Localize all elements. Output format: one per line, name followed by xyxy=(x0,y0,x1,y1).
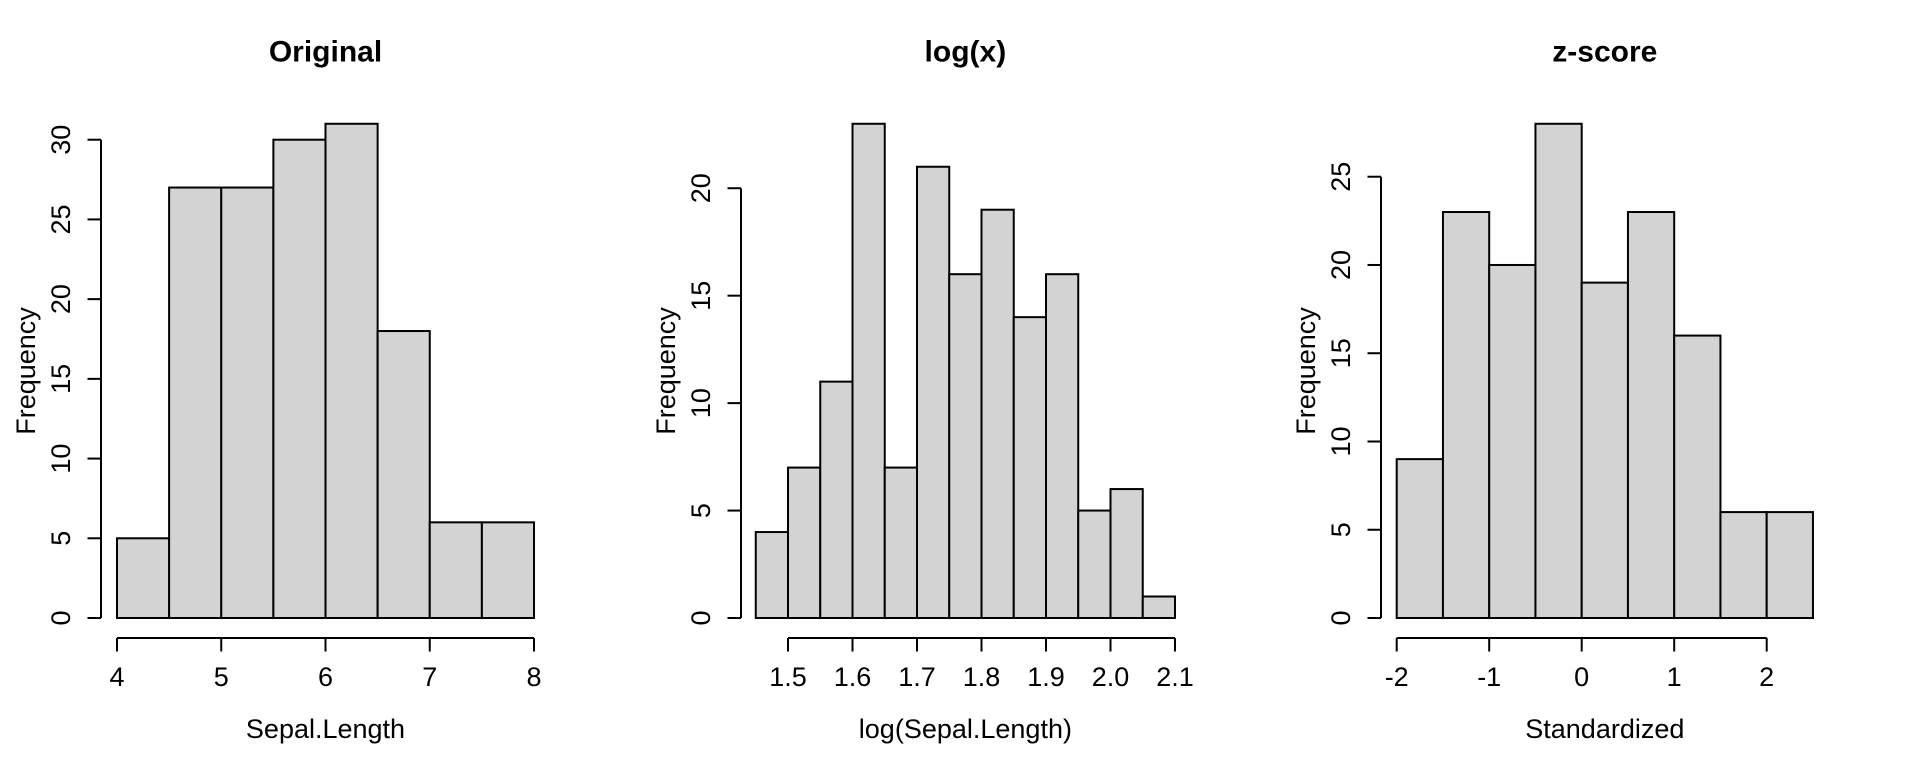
y-tick-label: 20 xyxy=(1326,250,1356,280)
panel-log-x: 0 5 10 15 20 1.5 1.6 1.7 1.8 1.9 2.0 2.1 log(x) log(S… xyxy=(640,0,1280,768)
x-tick-label: 2.0 xyxy=(1092,662,1130,692)
x-tick-label: 1.8 xyxy=(963,662,1001,692)
histogram-bar xyxy=(220,186,275,619)
y-tick-label: 10 xyxy=(46,444,76,474)
histogram-bar xyxy=(1141,595,1176,620)
histogram-bar xyxy=(480,521,536,620)
panel-original: 0 5 10 15 20 25 30 4 5 6 7 8 Original Sepal.Length Fre… xyxy=(0,0,640,768)
histogram-bar xyxy=(1045,273,1080,619)
x-tick-label: 8 xyxy=(526,662,541,692)
histogram-bar xyxy=(1626,211,1676,620)
histogram-bar xyxy=(1012,316,1047,619)
y-tick-label: 10 xyxy=(1326,426,1356,456)
y-axis-label: Frequency xyxy=(1291,307,1321,435)
histogram-bar xyxy=(272,138,327,620)
x-tick-label: 2.1 xyxy=(1156,662,1194,692)
x-axis-label: Sepal.Length xyxy=(246,714,405,744)
y-tick-label: 25 xyxy=(1326,162,1356,192)
y-tick-label: 5 xyxy=(686,503,716,518)
histogram-bar xyxy=(754,531,789,619)
bars-group xyxy=(754,122,1176,620)
y-tick-label: 25 xyxy=(46,204,76,234)
y-tick-label: 0 xyxy=(1326,610,1356,625)
histogram-bar xyxy=(376,330,431,619)
y-tick-label: 15 xyxy=(686,281,716,311)
histogram-original: 0 5 10 15 20 25 30 4 5 6 7 8 Original Sepal.Length Fre… xyxy=(11,36,542,745)
histogram-bar xyxy=(1395,458,1444,620)
panel-z-score: 0 5 10 15 20 25 -2 -1 0 1 2 z-score Standardized Freq… xyxy=(1280,0,1920,768)
y-tick-label: 20 xyxy=(46,284,76,314)
x-tick-label: 7 xyxy=(422,662,437,692)
x-tick-label: 1.6 xyxy=(834,662,872,692)
histogram-bar xyxy=(1765,511,1814,620)
x-tick-label: -2 xyxy=(1385,662,1409,692)
y-tick-label: 0 xyxy=(46,610,76,625)
chart-title: log(x) xyxy=(925,36,1007,69)
histogram-bar xyxy=(428,521,483,620)
bars-group xyxy=(1395,122,1814,620)
histogram-bar xyxy=(1077,509,1112,619)
x-tick-label: 2 xyxy=(1759,662,1774,692)
histogram-bar xyxy=(916,165,951,619)
x-tick-label: 1.5 xyxy=(769,662,807,692)
y-tick-label: 5 xyxy=(1326,522,1356,537)
x-tick-label: 1.9 xyxy=(1027,662,1065,692)
y-tick-label: 30 xyxy=(46,125,76,155)
histogram-bar xyxy=(1580,281,1629,619)
histogram-bar xyxy=(1109,488,1144,619)
x-tick-label: -1 xyxy=(1477,662,1501,692)
histogram-bar xyxy=(1488,263,1537,619)
x-tick-label: 5 xyxy=(214,662,229,692)
y-tick-label: 20 xyxy=(686,173,716,203)
y-axis-label: Frequency xyxy=(11,307,41,435)
y-tick-label: 0 xyxy=(686,610,716,625)
histogram-bar xyxy=(883,466,918,619)
histogram-bar xyxy=(324,122,379,620)
chart-title: z-score xyxy=(1552,36,1657,69)
histogram-bar xyxy=(116,537,171,619)
bars-group xyxy=(116,122,536,620)
y-axis-label: Frequency xyxy=(651,307,681,435)
histogram-bar xyxy=(1534,122,1583,620)
histogram-bar xyxy=(948,273,983,619)
histogram-log-x: 0 5 10 15 20 1.5 1.6 1.7 1.8 1.9 2.0 2.1 log(x) log(S… xyxy=(651,36,1194,745)
histogram-bar xyxy=(168,186,223,619)
x-tick-label: 1 xyxy=(1667,662,1682,692)
y-tick-label: 10 xyxy=(686,388,716,418)
histogram-bar xyxy=(980,208,1015,619)
y-tick-label: 15 xyxy=(1326,338,1356,368)
histogram-bar xyxy=(1441,211,1491,620)
y-tick-label: 5 xyxy=(46,531,76,546)
x-axis-label: Standardized xyxy=(1525,714,1684,744)
histogram-z-score: 0 5 10 15 20 25 -2 -1 0 1 2 z-score Standardized Freq… xyxy=(1291,36,1814,744)
chart-title: Original xyxy=(269,36,382,69)
x-tick-label: 4 xyxy=(109,662,124,692)
histogram-bar xyxy=(787,466,822,619)
histogram-bar xyxy=(1719,511,1768,620)
histogram-bar xyxy=(851,122,886,620)
x-tick-label: 0 xyxy=(1574,662,1589,692)
x-axis-label: log(Sepal.Length) xyxy=(859,714,1072,744)
x-tick-label: 6 xyxy=(318,662,333,692)
y-tick-label: 15 xyxy=(46,364,76,394)
x-tick-label: 1.7 xyxy=(898,662,936,692)
histogram-bar xyxy=(819,380,854,619)
histogram-bar xyxy=(1673,334,1722,619)
